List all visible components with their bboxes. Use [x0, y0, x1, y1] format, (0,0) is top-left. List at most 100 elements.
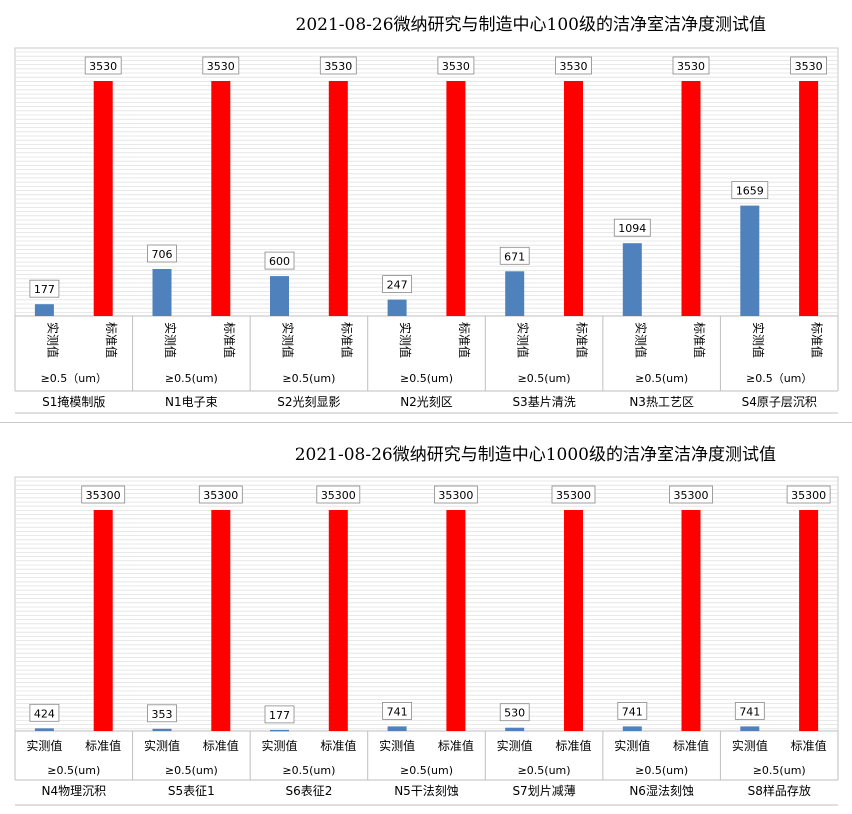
- particle-size-label: ≥0.5(um): [518, 372, 571, 385]
- data-label: 35300: [791, 489, 826, 502]
- bar-standard: [328, 510, 348, 731]
- particle-size-label: ≥0.5(um): [47, 764, 100, 777]
- bar-measured: [505, 271, 525, 316]
- series-axis-label: 实测值: [281, 322, 296, 358]
- series-axis-label: 实测值: [398, 322, 413, 358]
- data-label-box: [499, 246, 530, 265]
- series-axis-label: 实测值: [379, 738, 415, 753]
- data-label-box: [147, 704, 177, 723]
- particle-size-label: ≥0.5(um): [282, 372, 335, 385]
- data-label: 3530: [795, 60, 823, 73]
- particle-size-label: ≥0.5(um): [165, 764, 218, 777]
- bar-standard: [564, 81, 583, 316]
- category-label: N1电子束: [165, 395, 218, 409]
- particle-size-label: ≥0.5(um): [165, 372, 218, 385]
- series-axis-label: 标准值: [203, 738, 239, 753]
- data-label-box: [319, 56, 357, 75]
- bar-measured: [152, 728, 172, 731]
- data-label: 177: [34, 283, 55, 296]
- series-axis-label: 标准值: [438, 738, 474, 753]
- data-label-box: [437, 56, 475, 75]
- bar-standard: [446, 81, 466, 316]
- data-label-box: [84, 56, 122, 75]
- series-axis-label: 标准值: [673, 738, 709, 753]
- chart-title-1000: 2021-08-26微纳研究与制造中心1000级的洁净室洁净度测试值: [294, 445, 776, 465]
- category-label: N5干法刻蚀: [394, 784, 459, 798]
- data-label: 1659: [736, 185, 764, 198]
- data-label: 3530: [442, 60, 470, 73]
- data-label-box: [29, 703, 60, 722]
- chart-panel-100: 2021-08-26微纳研究与制造中心100级的洁净室洁净度测试值: [295, 15, 766, 35]
- series-axis-label: 标准值: [85, 738, 121, 753]
- category-label: N2光刻区: [400, 395, 453, 409]
- particle-size-label: ≥0.5(um): [400, 764, 453, 777]
- bar-measured: [270, 276, 289, 316]
- data-label: 3530: [89, 60, 117, 73]
- data-label-box: [198, 485, 243, 504]
- series-axis-label: 标准值: [339, 322, 354, 358]
- data-label-box: [29, 279, 60, 298]
- bar-measured: [622, 726, 642, 731]
- data-label: 671: [504, 250, 525, 263]
- data-label-box: [669, 485, 713, 504]
- series-axis-label: 标准值: [457, 322, 472, 358]
- category-label: S4原子层沉积: [742, 395, 817, 409]
- particle-size-label: ≥0.5(um): [635, 372, 688, 385]
- bar-measured: [387, 726, 407, 731]
- bar-standard: [93, 81, 113, 316]
- category-label: S7划片减薄: [512, 783, 575, 798]
- data-label: 741: [622, 705, 643, 718]
- series-axis-label: 标准值: [574, 322, 589, 358]
- data-label-box: [433, 485, 478, 504]
- data-label: 741: [739, 705, 760, 718]
- data-label: 35300: [86, 489, 121, 502]
- series-axis-label: 实测值: [45, 322, 60, 358]
- data-label-box: [734, 702, 765, 720]
- series-axis-label: 实测值: [516, 322, 531, 358]
- series-axis-label: 实测值: [144, 738, 180, 753]
- series-axis-label: 实测值: [497, 738, 533, 753]
- data-label: 600: [269, 255, 290, 268]
- bar-measured: [740, 726, 760, 731]
- data-label: 424: [34, 707, 55, 720]
- bar-standard: [681, 510, 701, 731]
- data-label-box: [316, 485, 361, 504]
- bar-standard: [211, 510, 231, 731]
- data-label: 353: [151, 708, 172, 721]
- category-label: S6表征2: [285, 784, 332, 798]
- bar-measured: [622, 243, 642, 316]
- data-label: 741: [387, 705, 408, 718]
- data-label-box: [672, 56, 710, 75]
- category-label: S3基片清洗: [512, 395, 575, 409]
- data-label-box: [202, 56, 240, 75]
- panel-divider: [0, 422, 852, 423]
- data-label-box: [551, 485, 596, 504]
- series-axis-label: 实测值: [751, 322, 766, 358]
- series-axis-label: 标准值: [555, 738, 591, 753]
- category-label: S1掩模制版: [42, 395, 105, 409]
- data-label: 706: [151, 248, 172, 261]
- series-axis-label: 标准值: [222, 322, 237, 358]
- series-axis-label: 标准值: [320, 738, 356, 753]
- series-axis-label: 实测值: [26, 738, 62, 753]
- category-label: N3热工艺区: [629, 395, 694, 409]
- data-label-box: [613, 218, 651, 237]
- bar-standard: [681, 81, 701, 316]
- data-label-box: [264, 705, 295, 724]
- plot-area: [14, 476, 839, 732]
- bar-measured: [505, 727, 525, 731]
- data-label: 35300: [674, 489, 709, 502]
- series-axis-label: 实测值: [732, 738, 768, 753]
- data-label-box: [81, 485, 126, 504]
- bar-measured: [387, 299, 407, 316]
- particle-size-label: ≥0.5(um): [753, 764, 806, 777]
- particle-size-label: ≥0.5(um): [635, 764, 688, 777]
- particle-size-label: ≥0.5（um）: [41, 372, 107, 385]
- bar-standard: [799, 510, 819, 731]
- category-label: S2光刻显影: [277, 395, 340, 409]
- data-label: 1094: [618, 222, 646, 235]
- data-label: 3530: [559, 60, 587, 73]
- bar-standard: [211, 81, 231, 316]
- chart-title-100: 2021-08-26微纳研究与制造中心100级的洁净室洁净度测试值: [295, 15, 766, 35]
